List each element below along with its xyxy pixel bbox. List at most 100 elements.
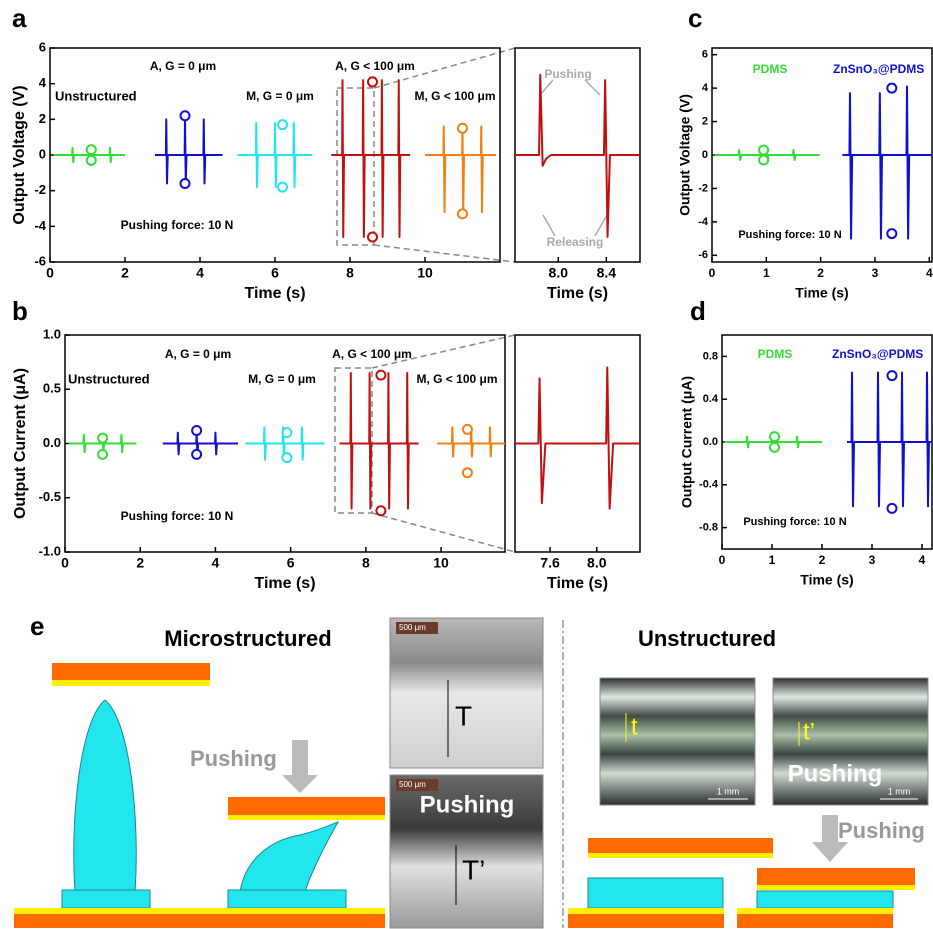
trace [425, 126, 496, 212]
x-tick-label: 4 [196, 265, 204, 281]
x-tick-label: 2 [819, 553, 826, 567]
annotation: Pushing [544, 67, 591, 81]
electrode [228, 815, 385, 820]
zoom-line [374, 245, 515, 262]
mean-marker [888, 371, 897, 380]
thickness-label: t [631, 713, 638, 740]
film [757, 891, 893, 908]
annotation: ZnSnO₃@PDMS [832, 347, 923, 361]
panel-label: c [688, 3, 702, 33]
annotation: PDMS [753, 62, 788, 76]
x-tick-label: 3 [872, 266, 879, 280]
film [62, 890, 150, 908]
electrode [588, 838, 773, 853]
zoom-line [372, 513, 515, 552]
film [588, 878, 723, 908]
thickness-label: T’ [462, 854, 485, 885]
x-tick-label: 8 [346, 265, 354, 281]
mean-marker [759, 145, 768, 154]
electrode [588, 853, 773, 858]
mean-marker [282, 428, 291, 437]
annotation: PDMS [758, 347, 793, 361]
annotation: A, G = 0 μm [165, 347, 231, 361]
trace [515, 75, 640, 237]
figure: e Microstructured Pushing 500 μm T 500 μ… [0, 0, 933, 929]
x-tick-label: 0 [61, 555, 69, 571]
y-tick-label: -4 [34, 218, 46, 233]
scale-label: 1 mm [717, 786, 740, 796]
y-tick-label: 6 [702, 49, 708, 61]
y-axis-label: Output Current (μA) [679, 376, 695, 508]
x-tick-label: 3 [869, 553, 876, 567]
mean-marker [463, 468, 472, 477]
y-tick-label: 0 [39, 146, 46, 161]
mean-marker [98, 450, 107, 459]
annotation: M, G = 0 μm [246, 89, 314, 103]
y-tick-label: 0.8 [703, 350, 718, 362]
electrode [14, 908, 220, 914]
x-tick-label: 6 [271, 265, 279, 281]
electrode [14, 914, 220, 928]
y-tick-label: 0.4 [703, 393, 719, 405]
annotation: Unstructured [68, 371, 150, 386]
mean-marker [759, 156, 768, 165]
x-axis-label: Time (s) [800, 572, 853, 588]
annotation: Pushing force: 10 N [121, 509, 234, 523]
mean-marker [458, 124, 467, 133]
panel-label: a [12, 3, 27, 33]
x-tick-label: 2 [817, 266, 824, 280]
scale-label: 500 μm [399, 780, 426, 789]
panel-label: b [12, 296, 28, 326]
y-tick-label: 1.0 [43, 326, 61, 341]
y-tick-label: -0.4 [699, 479, 719, 491]
x-axis-label: Time (s) [547, 285, 608, 302]
mean-marker [87, 145, 96, 154]
photo [390, 618, 543, 768]
y-tick-label: -1.0 [39, 543, 61, 558]
mean-marker [278, 183, 287, 192]
x-tick-label: 4 [919, 553, 926, 567]
x-tick-label: 8.0 [587, 555, 607, 571]
x-axis-label: Time (s) [244, 285, 305, 302]
film [228, 890, 346, 908]
trace [842, 86, 932, 238]
thickness-label: T [455, 700, 472, 731]
arrow [540, 80, 553, 95]
trace [331, 80, 410, 237]
mean-marker [192, 426, 201, 435]
arrow-label: Pushing [838, 818, 925, 843]
microstructure [240, 822, 338, 892]
x-tick-label: 6 [287, 555, 295, 571]
panel-label: e [30, 611, 44, 641]
photo-caption: Pushing [420, 791, 515, 818]
mean-marker [181, 179, 190, 188]
mean-marker [887, 229, 896, 238]
x-tick-label: 4 [212, 555, 220, 571]
arrow [595, 215, 607, 236]
x-tick-label: 8.4 [597, 265, 617, 281]
x-tick-label: 10 [417, 265, 433, 281]
mean-marker [282, 453, 291, 462]
x-axis-label: Time (s) [795, 285, 848, 301]
annotation: Pushing force: 10 N [743, 516, 846, 528]
trace [515, 368, 640, 509]
annotation: Pushing force: 10 N [121, 218, 234, 232]
x-tick-label: 4 [926, 266, 933, 280]
electrode [568, 908, 724, 914]
annotation: A, G < 100 μm [332, 347, 412, 361]
electrode [737, 908, 893, 914]
annotation: M, G < 100 μm [414, 89, 495, 103]
y-tick-label: 0.5 [43, 381, 61, 396]
annotation: Releasing [547, 235, 604, 249]
mean-marker [368, 77, 377, 86]
y-tick-label: 0 [702, 149, 708, 161]
mean-marker [887, 84, 896, 93]
y-tick-label: -4 [698, 216, 709, 228]
mean-marker [181, 111, 190, 120]
annotation: M, G = 0 μm [248, 372, 316, 386]
x-tick-label: 8.0 [549, 265, 569, 281]
trace [238, 123, 313, 187]
annotation: M, G < 100 μm [416, 372, 497, 386]
y-tick-label: 6 [39, 39, 46, 54]
x-tick-label: 0 [719, 553, 726, 567]
